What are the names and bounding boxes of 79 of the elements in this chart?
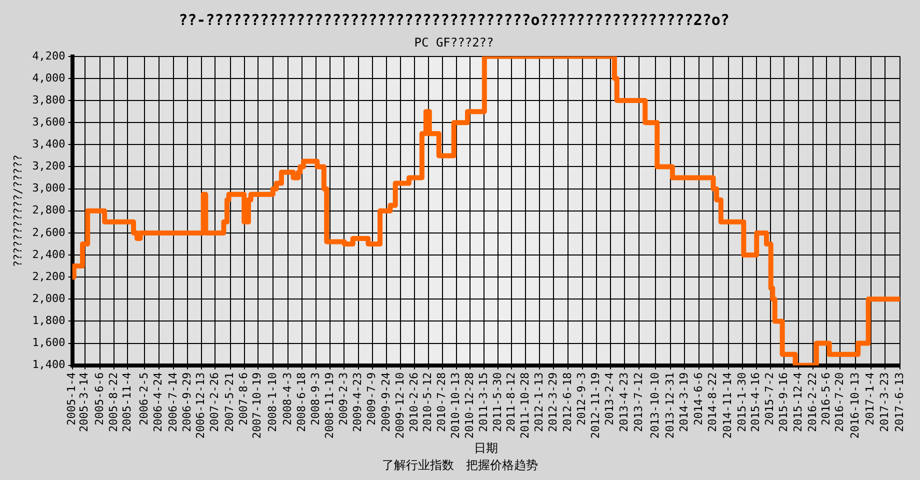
y-tick-label: 4,200 bbox=[32, 49, 66, 62]
x-tick-label: 2016-2-22 bbox=[806, 372, 819, 432]
y-tick-label: 3,000 bbox=[32, 182, 66, 195]
y-tick-label: 3,800 bbox=[32, 93, 66, 106]
x-tick-label: 2005-3-14 bbox=[78, 372, 91, 432]
x-tick-label: 2010-7-28 bbox=[435, 372, 448, 432]
x-tick-label: 2015-9-16 bbox=[776, 372, 790, 432]
x-tick-label: 2014-8-22 bbox=[706, 372, 719, 432]
x-tick-label: 2017-6-13 bbox=[892, 372, 906, 432]
x-tick-label: 2009-12-10 bbox=[393, 372, 406, 439]
x-tick-label: 2016-7-20 bbox=[833, 372, 846, 432]
x-tick-label: 2006-7-14 bbox=[166, 372, 180, 432]
x-tick-label: 2010-5-12 bbox=[421, 372, 434, 432]
x-tick-label: 2012-11-19 bbox=[589, 372, 602, 439]
x-tick-label: 2016-5-6 bbox=[819, 372, 832, 426]
y-tick-label: 2,400 bbox=[32, 248, 66, 261]
x-tick-label: 2017-1-4 bbox=[864, 372, 877, 426]
x-tick-label: 2007-10-19 bbox=[250, 372, 264, 439]
text: 了解行业指数 把握价格趋势 bbox=[382, 458, 538, 472]
y-tick-label: 3,200 bbox=[32, 160, 66, 173]
x-tick-label: 2014-3-19 bbox=[678, 372, 691, 432]
y-tick-label: 1,400 bbox=[32, 358, 66, 372]
x-tick-label: 2014-11-14 bbox=[721, 372, 734, 439]
y-tick-label: 4,000 bbox=[32, 71, 66, 84]
y-tick-label: 2,600 bbox=[32, 226, 66, 239]
x-tick-label: 2012-9-3 bbox=[575, 372, 588, 426]
x-tick-label: 2011-8-12 bbox=[504, 372, 518, 432]
x-tick-label: 2009-2-3 bbox=[336, 372, 350, 426]
y-tick-label: 3,600 bbox=[32, 115, 66, 128]
x-tick-label: 2008-6-18 bbox=[294, 372, 308, 432]
x-tick-label: 2015-4-16 bbox=[749, 372, 762, 432]
x-tick-label: 2007-2-26 bbox=[208, 372, 221, 432]
x-tick-label: 2009-4-23 bbox=[351, 372, 364, 432]
x-tick-label: 2013-12-31 bbox=[663, 372, 676, 439]
x-tick-label: 2008-4-3 bbox=[281, 372, 294, 426]
x-tick-label: 2007-8-6 bbox=[237, 372, 250, 426]
x-tick-label: 2006-4-24 bbox=[152, 372, 165, 432]
x-tick-label: 2015-12-4 bbox=[791, 372, 804, 432]
x-tick-label: 2010-10-13 bbox=[449, 372, 462, 439]
x-tick-label: 2006-9-29 bbox=[180, 372, 194, 432]
x-tick-label: 2010-2-26 bbox=[408, 372, 421, 432]
y-tick-label: 3,400 bbox=[32, 138, 66, 151]
x-tick-label: 2012-6-18 bbox=[561, 372, 574, 432]
x-tick-label: 2015-1-30 bbox=[735, 372, 748, 432]
y-tick-label: 1,600 bbox=[32, 336, 66, 350]
x-tick-label: 2005-11-4 bbox=[120, 372, 134, 432]
x-tick-label: 2007-5-21 bbox=[223, 372, 236, 432]
x-tick-label: 2015-7-2 bbox=[763, 372, 776, 426]
x-tick-label: 2009-7-9 bbox=[365, 372, 378, 426]
x-tick-label: 2008-1-10 bbox=[266, 372, 279, 432]
x-tick-label: 2013-4-23 bbox=[617, 372, 630, 432]
x-tick-label: 2013-7-12 bbox=[632, 372, 645, 432]
y-tick-label: 1,800 bbox=[32, 314, 66, 328]
x-tick-label: 2012-1-13 bbox=[532, 372, 546, 432]
x-tick-label: 2011-3-15 bbox=[477, 372, 490, 432]
x-tick-label: 2009-9-24 bbox=[379, 372, 392, 432]
x-tick-label: 2006-2-5 bbox=[138, 372, 150, 426]
x-tick-label: 2006-12-13 bbox=[194, 372, 208, 439]
x-tick-label: 2013-10-10 bbox=[648, 372, 662, 439]
x-tick-label: 2014-6-6 bbox=[692, 372, 705, 426]
x-tick-label: 2012-3-29 bbox=[546, 372, 560, 432]
y-tick-label: 2,800 bbox=[32, 204, 66, 217]
x-tick-label: 2005-1-4 bbox=[65, 372, 78, 426]
x-tick-label: 2011-10-28 bbox=[518, 372, 532, 439]
x-tick-label: 2017-3-23 bbox=[878, 372, 891, 432]
x-tick-label: 2010-12-28 bbox=[463, 372, 476, 439]
x-tick-label: 2008-9-3 bbox=[308, 372, 322, 426]
x-tick-label: 2013-2-4 bbox=[603, 372, 616, 426]
y-tick-label: 2,200 bbox=[32, 270, 66, 283]
y-tick-label: 2,000 bbox=[32, 292, 66, 306]
x-tick-label: 2005-8-22 bbox=[107, 372, 120, 432]
x-axis-title: 日期 bbox=[474, 440, 498, 455]
x-tick-label: 2016-10-13 bbox=[848, 372, 862, 439]
chart-title: ??-????????????????????????????????????o?????????????????2?o? bbox=[178, 10, 730, 29]
x-tick-label: 2011-5-30 bbox=[490, 372, 504, 432]
x-tick-label: 2008-11-19 bbox=[322, 372, 336, 439]
x-tick-label: 2005-6-6 bbox=[93, 372, 106, 426]
y-axis-title: ???????????/????? bbox=[11, 154, 24, 268]
chart-subtitle: PC GF???2?? bbox=[414, 35, 494, 50]
